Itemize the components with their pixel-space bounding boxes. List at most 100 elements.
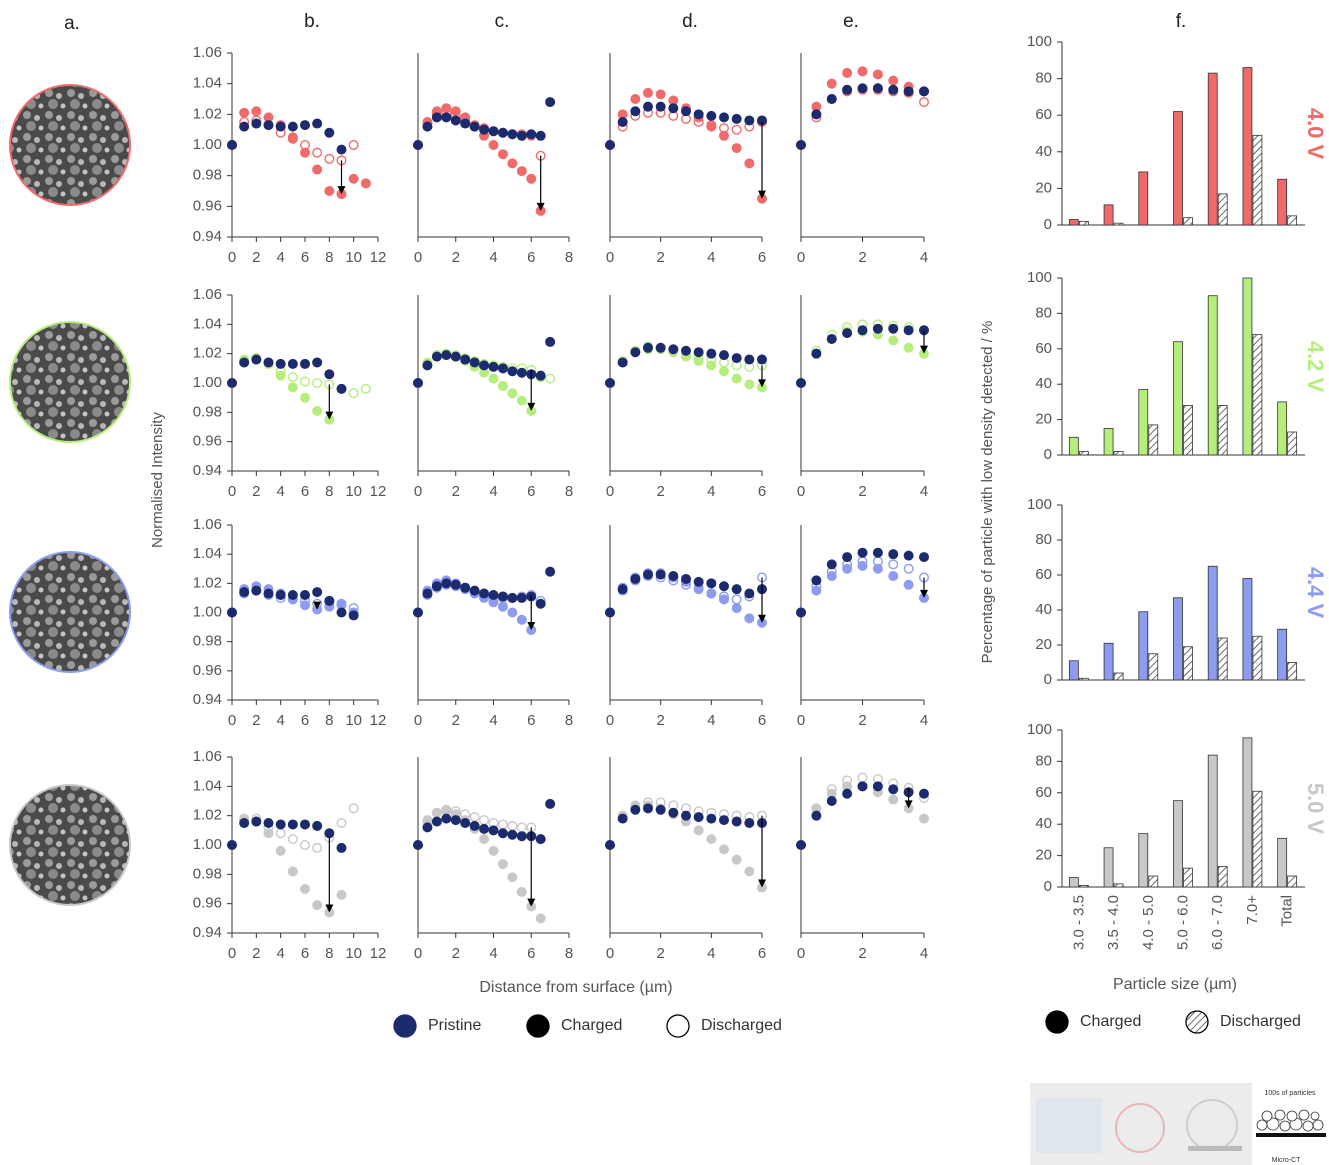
x-tick-label: 2 (452, 249, 460, 266)
bar (1069, 437, 1078, 455)
point (827, 95, 836, 104)
x-tick-label: 4 (276, 712, 284, 729)
x-tick-label: 0 (797, 712, 805, 729)
bar (1253, 636, 1262, 680)
point (656, 570, 665, 579)
x-tick-label: 8 (325, 712, 333, 729)
point (349, 141, 358, 150)
x-tick-label: 2 (656, 483, 664, 500)
point (313, 407, 322, 416)
x-tick-label: 10 (345, 249, 362, 266)
point (631, 806, 640, 815)
point (644, 570, 653, 579)
y-tick-label: 0 (1044, 216, 1052, 233)
point (858, 562, 867, 571)
series-label: 4.0 V (1303, 108, 1328, 160)
bar (1278, 402, 1287, 455)
point (669, 345, 678, 354)
point (289, 820, 298, 829)
y-tick-label: 1.04 (193, 545, 222, 562)
point (694, 348, 703, 357)
point (536, 599, 545, 608)
point (228, 608, 237, 617)
point (264, 358, 273, 367)
x-tick-label: 8 (325, 945, 333, 962)
point (518, 832, 527, 841)
particle-image (10, 552, 130, 672)
point (301, 377, 310, 386)
y-tick-label: 1.06 (193, 44, 222, 61)
point (313, 844, 322, 853)
point (889, 560, 898, 569)
bar (1208, 566, 1217, 680)
y-tick-label: 20 (1035, 411, 1052, 428)
point (289, 591, 298, 600)
point (812, 576, 821, 585)
point (904, 344, 913, 353)
point (433, 582, 442, 591)
x-tick-label: 12 (370, 945, 387, 962)
point (827, 572, 836, 581)
x-tick-label: 0 (228, 712, 236, 729)
x-tick-label: 2 (858, 483, 866, 500)
x-tick-label: 6 (527, 249, 535, 266)
point (508, 130, 517, 139)
point (843, 86, 852, 95)
bar (1174, 598, 1183, 680)
y-tick-label: 40 (1035, 375, 1052, 392)
point (337, 385, 346, 394)
point (858, 84, 867, 93)
y-tick-label: 0.96 (193, 662, 222, 679)
y-tick-label: 100 (1027, 269, 1052, 286)
legend-marker (1186, 1011, 1208, 1033)
x-tick-label: 0 (228, 945, 236, 962)
point (264, 819, 273, 828)
x-tick-label: 4 (707, 249, 715, 266)
point (313, 822, 322, 831)
point (707, 589, 716, 598)
x-tick-label: 4 (920, 249, 928, 266)
y-tick-label: 80 (1035, 752, 1052, 769)
bar (1149, 654, 1158, 680)
point (289, 383, 298, 392)
point (707, 835, 716, 844)
point (889, 324, 898, 333)
y-tick-label: 0.94 (193, 691, 222, 708)
x-tick-label: 0 (414, 483, 422, 500)
point (349, 611, 358, 620)
point (301, 820, 310, 829)
panel-label: d. (682, 11, 698, 32)
point (720, 845, 729, 854)
bar (1079, 885, 1088, 887)
y-tick-label: 1.00 (193, 136, 222, 153)
point (858, 773, 867, 782)
point (301, 591, 310, 600)
point (536, 914, 545, 923)
point (301, 360, 310, 369)
point (499, 364, 508, 373)
series-label: 4.4 V (1303, 567, 1328, 619)
point (301, 148, 310, 157)
point (289, 360, 298, 369)
bar (1184, 218, 1193, 225)
bar (1288, 216, 1297, 225)
point (904, 87, 913, 96)
x-tick-label: 4 (276, 483, 284, 500)
point (874, 84, 883, 93)
point (536, 835, 545, 844)
point (228, 141, 237, 150)
point (707, 579, 716, 588)
bar (1208, 73, 1217, 225)
x-tick-label: 2 (452, 712, 460, 729)
point (536, 132, 545, 141)
bar (1243, 68, 1252, 225)
legend-label: Pristine (428, 1017, 481, 1034)
bar (1139, 612, 1148, 680)
bar (1114, 223, 1123, 225)
point (745, 819, 754, 828)
x-tick-label: Total (1279, 895, 1296, 927)
point (858, 67, 867, 76)
point (289, 373, 298, 382)
point (480, 816, 489, 825)
point (732, 354, 741, 363)
